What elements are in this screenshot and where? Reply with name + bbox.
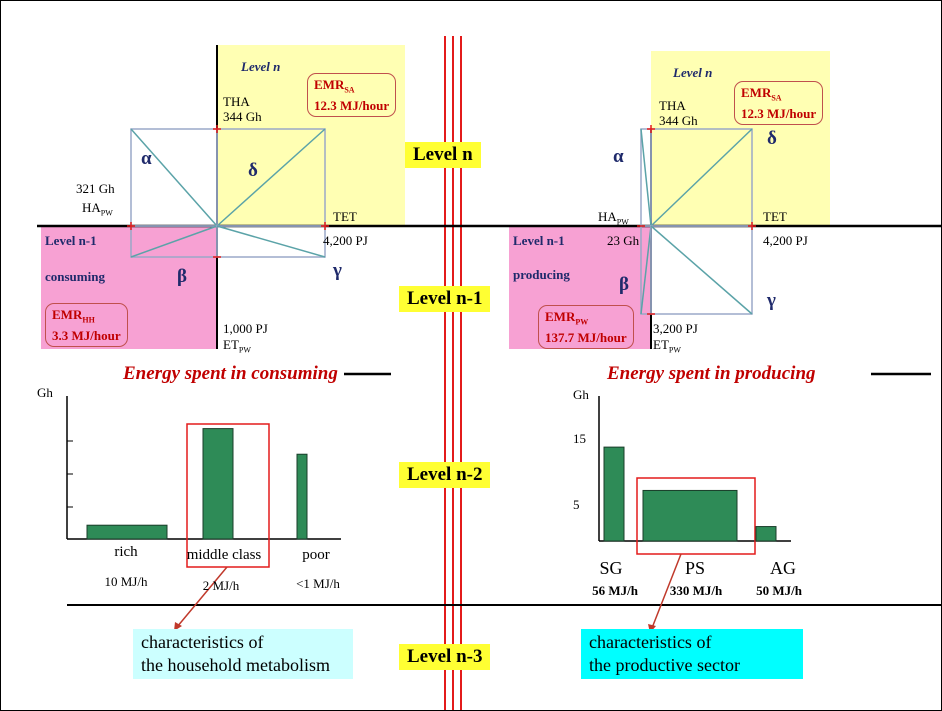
right-emr-sa-text: EMR [741,85,772,100]
left-et-sub: PW [238,345,251,355]
left-et-text: ET [223,337,239,352]
right-cat-ag: AG [770,558,796,578]
left-delta: δ [248,160,258,181]
right-ha-sub: PW [616,217,629,227]
right-level-n-label: Level n [673,65,713,80]
left-emr-sa-sub: SA [344,85,355,95]
left-emr-sa-box: EMRSA 12.3 MJ/hour [307,73,397,117]
left-et-value: 1,000 PJ [223,321,268,336]
right-tha-label: THA [659,98,686,113]
left-emr-hh-text: EMR [52,307,83,322]
left-cat-middle-class: middle class [186,547,262,563]
left-ha-value: 321 Gh [76,181,115,196]
productive-sector-box: characteristics of the productive sector [581,629,803,679]
left-beta: β [177,266,188,287]
right-producing-label: producing [513,267,570,282]
bar-ps [642,489,738,542]
left-gamma: γ [333,260,342,281]
right-emr-sa-sub: SA [771,93,782,103]
left-emr-hh-sub: HH [82,315,95,325]
left-et-label: ETPW [223,337,251,358]
right-tha-value: 344 Gh [659,113,698,128]
right-ha-value: 23 Gh [607,233,640,248]
right-tet-label: TET [763,209,787,224]
right-emr-pw-box: EMRPW 137.7 MJ/hour [538,305,634,349]
left-chart-ylabel: Gh [37,385,53,400]
right-et-label: ETPW [653,337,681,358]
left-emr-hh-value: 3.3 MJ/hour [52,327,121,343]
left-ha-sub: PW [100,208,113,218]
productive-line-1: characteristics of [589,632,712,652]
right-emr-pw-value: 137.7 MJ/hour [545,329,627,345]
right-ha-text: HA [598,209,617,224]
right-ytick-15: 15 [573,431,586,446]
bar-poor [296,453,308,540]
right-chart-ylabel: Gh [573,387,589,402]
left-alpha: α [141,148,152,169]
right-level-n1-label: Level n-1 [513,233,565,248]
right-et-value: 3,200 PJ [653,321,698,336]
left-cat-rich: rich [114,544,138,560]
level-n-badge: Level n [405,142,481,168]
household-metabolism-box: characteristics of the household metabol… [133,629,353,679]
left-tet-label: TET [333,209,357,224]
productive-line-2: the productive sector [589,655,740,675]
left-level-n1-area [41,226,217,349]
left-level-n1-label: Level n-1 [45,233,97,248]
bar-sg [603,446,625,542]
left-rate-middle-class: 2 MJ/h [202,578,240,593]
household-line-1: characteristics of [141,632,264,652]
household-line-2: the household metabolism [141,655,330,675]
right-rate-ag: 50 MJ/h [756,583,802,598]
bar-rich [86,524,168,540]
right-gamma: γ [767,290,776,311]
left-tet-value: 4,200 PJ [323,233,368,248]
right-delta: δ [767,128,777,149]
left-emr-sa-text: EMR [314,77,345,92]
right-emr-pw-sub: PW [575,317,589,327]
right-alpha: α [613,146,624,167]
left-cat-poor: poor [302,547,330,563]
right-rate-sg: 56 MJ/h [592,583,638,598]
level-n3-badge: Level n-3 [399,644,491,670]
left-consuming-label: consuming [45,269,105,284]
right-emr-pw-text: EMR [545,309,576,324]
banner-producing: Energy spent in producing [601,363,822,385]
left-rate-rich: 10 MJ/h [104,574,148,589]
right-cat-sg: SG [599,558,623,578]
left-tha-value: 344 Gh [223,109,262,124]
right-emr-sa-value: 12.3 MJ/hour [741,105,817,121]
level-n1-badge: Level n-1 [399,286,491,312]
right-et-text: ET [653,337,669,352]
bar-ag [755,526,777,542]
left-emr-sa-value: 12.3 MJ/hour [314,97,390,113]
right-beta: β [619,274,630,295]
right-cat-ps: PS [684,558,706,578]
right-level-n1-area [509,226,651,349]
right-rate-ps: 330 MJ/h [669,583,723,598]
right-emr-sa-box: EMRSA 12.3 MJ/hour [734,81,824,125]
left-emr-hh-box: EMRHH 3.3 MJ/hour [45,303,128,347]
right-tet-value: 4,200 PJ [763,233,808,248]
left-ha-label: HAPW [82,200,113,221]
left-ha-text: HA [82,200,101,215]
left-level-n-label: Level n [241,59,281,74]
left-tha-label: THA [223,94,250,109]
level-n2-badge: Level n-2 [399,462,491,488]
left-rate-poor: <1 MJ/h [296,576,340,591]
right-ha-label: HAPW [598,209,629,230]
right-et-sub: PW [668,345,681,355]
right-ytick-5: 5 [573,497,580,512]
banner-consuming: Energy spent in consuming [117,363,344,385]
bar-middle-class [202,428,234,540]
